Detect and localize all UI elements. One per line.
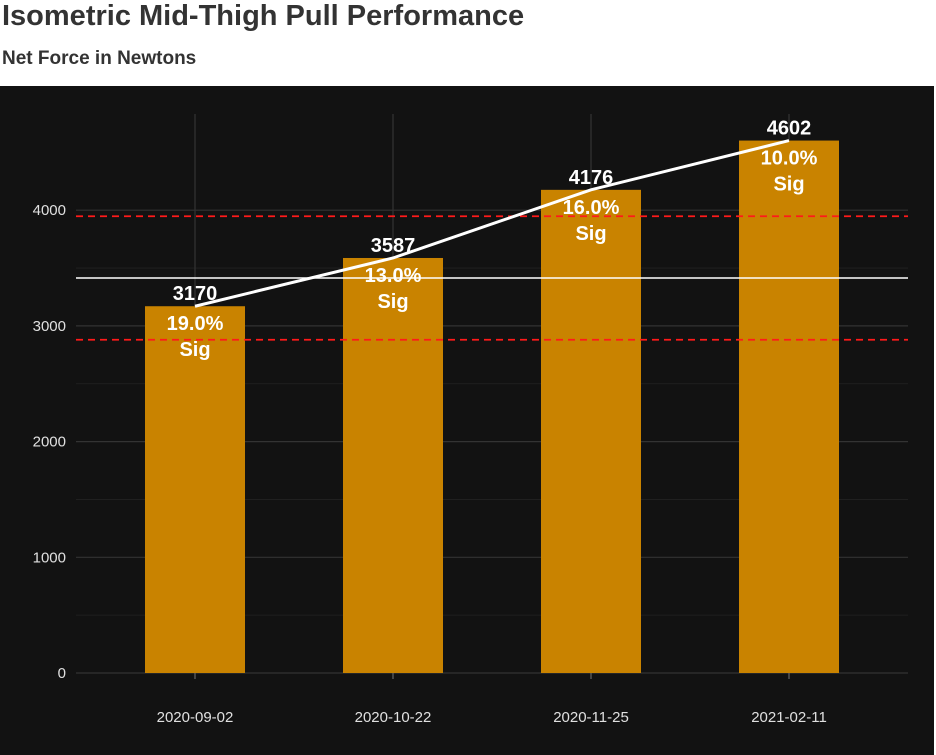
x-tick-label: 2020-11-25: [553, 709, 629, 726]
bar: [343, 257, 443, 673]
bar-percent-label: 16.0%: [563, 197, 620, 219]
bar: [739, 140, 839, 674]
bar-sig-label: Sig: [179, 339, 210, 361]
x-tick-label: 2020-10-22: [355, 709, 432, 726]
chart-subtitle: Net Force in Newtons: [2, 48, 197, 69]
x-tick-label: 2020-09-02: [157, 709, 234, 726]
chart-title: Isometric Mid-Thigh Pull Performance: [2, 0, 525, 32]
y-tick-label: 2000: [33, 434, 66, 451]
bar: [541, 189, 641, 673]
y-tick-label: 1000: [33, 549, 66, 566]
bar-layer: [145, 140, 839, 674]
bar-value-label: 4602: [767, 118, 812, 140]
trend-layer: [194, 139, 790, 308]
axis-layer: 0 1000 2000 3000 4000 2020-09-02 2020-10-22 202…: [33, 202, 827, 726]
bar-sig-label: Sig: [377, 291, 408, 313]
bar-sig-label: Sig: [575, 223, 606, 245]
bar-sig-label: Sig: [773, 174, 804, 196]
bar-percent-label: 19.0%: [167, 313, 224, 335]
y-tick-label: 3000: [33, 318, 66, 335]
y-tick-label: 4000: [33, 202, 66, 219]
y-tick-label: 0: [58, 665, 66, 682]
bar-value-label: 3587: [371, 235, 416, 257]
bar-percent-label: 10.0%: [761, 148, 818, 170]
trend-line: [194, 139, 790, 308]
bar: [145, 306, 245, 673]
bar-value-label: 4176: [569, 167, 614, 189]
bar-percent-label: 13.0%: [365, 265, 422, 287]
bar-value-label: 3170: [173, 283, 218, 305]
reference-lines: [76, 215, 908, 341]
x-tick-label: 2021-02-11: [751, 709, 827, 726]
plot-panel: 3170 19.0% Sig 3587 13.0% Sig 4176 16.0% Sig 4602…: [0, 86, 934, 755]
label-layer: 3170 19.0% Sig 3587 13.0% Sig 4176 16.0% Sig 4602…: [167, 118, 818, 362]
